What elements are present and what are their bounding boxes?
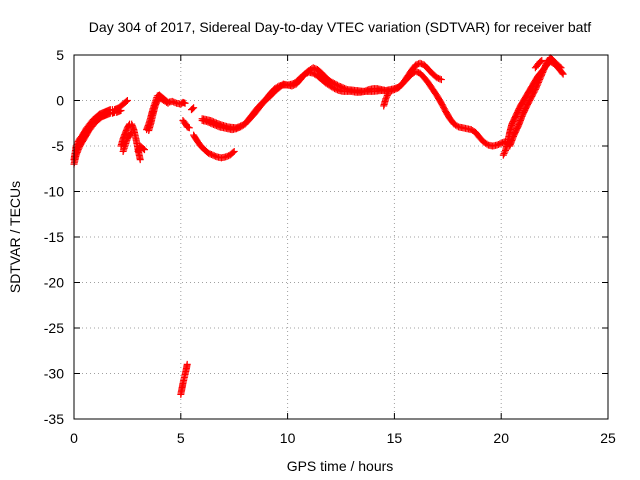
series-track-9 [187, 104, 198, 114]
data-point-marker [229, 148, 237, 156]
data-point-marker [189, 105, 197, 113]
data-point-marker [500, 150, 508, 158]
data-point-marker [140, 146, 148, 154]
data-point-marker [122, 97, 130, 105]
series-track-12 [198, 59, 445, 132]
data-point-marker [139, 145, 147, 153]
plot-frame [73, 54, 609, 420]
data-point-marker [123, 97, 131, 104]
x-tick-label: 20 [493, 430, 509, 446]
y-tick-label: -5 [52, 138, 65, 154]
data-point-marker [183, 360, 191, 368]
series-track-7 [145, 94, 172, 135]
chart-title: Day 304 of 2017, Sidereal Day-to-day VTE… [89, 19, 592, 35]
data-point-marker [74, 146, 82, 154]
series-track-2 [70, 107, 125, 168]
y-tick-label: -35 [44, 411, 64, 427]
data-point-marker [537, 57, 545, 65]
data-point-marker [75, 144, 83, 152]
data-point-marker [164, 99, 172, 107]
y-tick-label: -10 [44, 184, 64, 200]
data-point-marker [383, 92, 391, 100]
series-track-8 [179, 117, 193, 132]
y-tick-label: -15 [44, 229, 64, 245]
y-tick-label: 0 [56, 93, 64, 109]
series-track-17 [177, 360, 191, 398]
data-point-marker [558, 69, 566, 77]
x-axis-label: GPS time / hours [287, 458, 394, 474]
data-points [70, 54, 567, 398]
data-point-marker [163, 98, 171, 106]
y-tick-label: 5 [56, 47, 64, 63]
data-point-marker [382, 95, 390, 103]
y-tick-label: -30 [44, 366, 64, 382]
x-tick-label: 10 [280, 430, 296, 446]
x-tick-label: 25 [600, 430, 616, 446]
data-point-marker [128, 128, 136, 136]
series-track-10 [190, 131, 238, 162]
data-point-marker [559, 70, 567, 78]
axis-ticks: 5 0 -5 -10 -15 -20 -25 -30 -35 0 5 10 15 20 25 [44, 47, 616, 446]
x-tick-label: 15 [387, 430, 403, 446]
data-point-marker [384, 90, 392, 98]
series-track-4 [119, 128, 136, 155]
y-tick-label: -25 [44, 320, 64, 336]
data-point-marker [556, 63, 564, 71]
y-tick-label: -20 [44, 275, 64, 291]
data-point-marker [117, 107, 125, 115]
data-point-marker [436, 75, 444, 83]
grid-lines [74, 55, 608, 419]
data-point-marker [185, 124, 193, 132]
data-point-marker [538, 56, 546, 64]
data-point-marker [127, 130, 135, 138]
data-point-marker [383, 93, 391, 101]
x-tick-label: 0 [70, 430, 78, 446]
x-tick-label: 5 [177, 430, 185, 446]
data-point-marker [499, 151, 507, 159]
series-track-11 [198, 67, 509, 150]
data-point-marker [437, 76, 445, 84]
data-point-marker [190, 104, 198, 112]
data-point-marker [230, 147, 238, 155]
data-point-marker [557, 64, 565, 72]
series-track-16 [531, 56, 546, 72]
series-track-3 [117, 120, 144, 164]
series-track-15 [506, 54, 565, 150]
data-point-marker [136, 156, 144, 164]
series-track-13 [380, 90, 392, 110]
y-axis-label: SDTVAR / TECUs [7, 181, 23, 293]
series-track-5 [134, 142, 148, 155]
data-point-marker [181, 99, 189, 107]
